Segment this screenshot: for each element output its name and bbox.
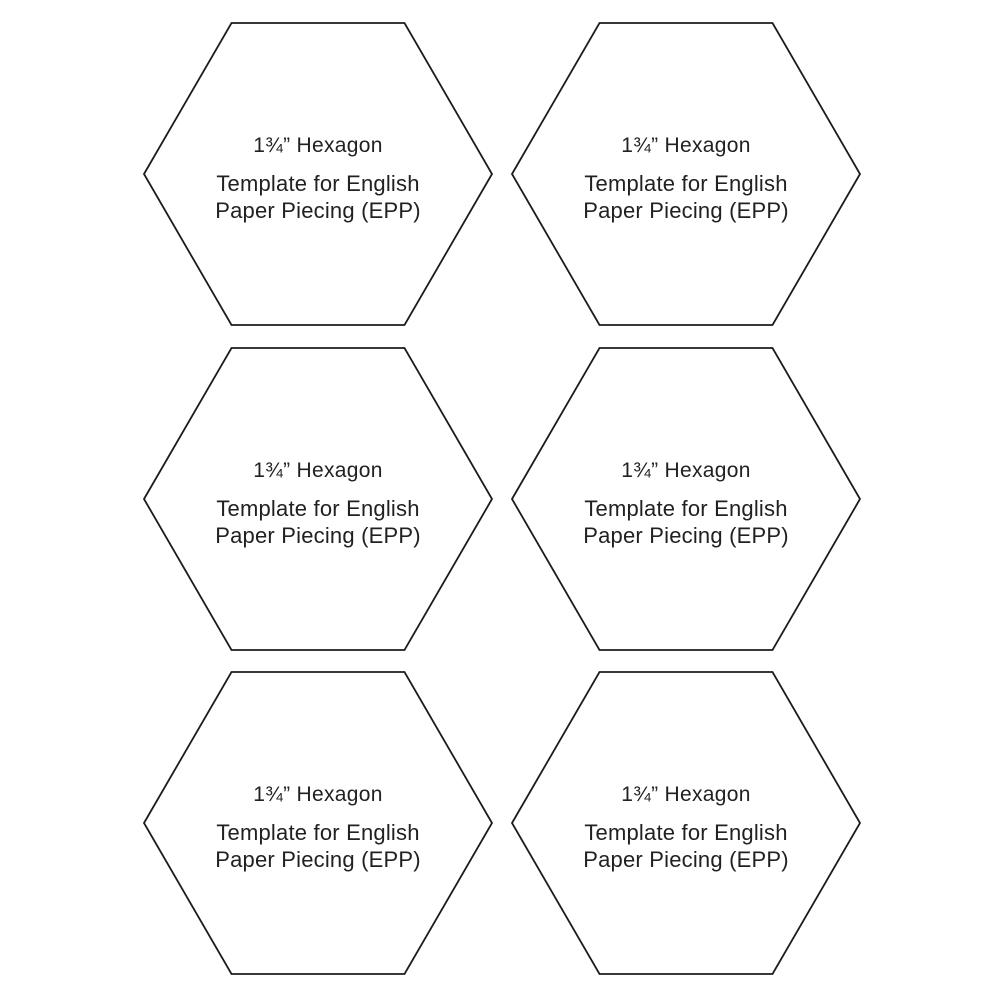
hexagon-label-block: 1¾” Hexagon Template for English Paper P… bbox=[142, 346, 494, 652]
hexagon-outline bbox=[510, 22, 862, 326]
hexagon-shape bbox=[510, 347, 862, 651]
hexagon-size-label: 1¾” Hexagon bbox=[253, 782, 383, 806]
hexagon-label-block: 1¾” Hexagon Template for English Paper P… bbox=[510, 670, 862, 976]
hexagon-size-label: 1¾” Hexagon bbox=[253, 133, 383, 157]
hexagon-outline bbox=[142, 671, 494, 975]
hexagon-description-line1: Template for English bbox=[584, 170, 788, 196]
hexagon-description-line2: Paper Piecing (EPP) bbox=[215, 846, 421, 872]
hexagon-template-3: 1¾” Hexagon Template for English Paper P… bbox=[142, 346, 494, 652]
hexagon-template-6: 1¾” Hexagon Template for English Paper P… bbox=[510, 670, 862, 976]
hexagon-shape bbox=[142, 671, 494, 975]
hexagon-size-label: 1¾” Hexagon bbox=[621, 782, 751, 806]
hexagon-description-line2: Paper Piecing (EPP) bbox=[583, 197, 789, 223]
hexagon-template-4: 1¾” Hexagon Template for English Paper P… bbox=[510, 346, 862, 652]
hexagon-description-line1: Template for English bbox=[584, 495, 788, 521]
hexagon-description-line2: Paper Piecing (EPP) bbox=[583, 846, 789, 872]
hexagon-template-5: 1¾” Hexagon Template for English Paper P… bbox=[142, 670, 494, 976]
hexagon-description-line1: Template for English bbox=[216, 170, 420, 196]
hexagon-outline bbox=[142, 347, 494, 651]
hexagon-outline bbox=[510, 671, 862, 975]
hexagon-label-block: 1¾” Hexagon Template for English Paper P… bbox=[510, 21, 862, 327]
hexagon-size-label: 1¾” Hexagon bbox=[621, 133, 751, 157]
hexagon-description-line1: Template for English bbox=[584, 819, 788, 845]
hexagon-description-line1: Template for English bbox=[216, 819, 420, 845]
hexagon-description-line2: Paper Piecing (EPP) bbox=[215, 522, 421, 548]
hexagon-shape bbox=[510, 22, 862, 326]
hexagon-template-2: 1¾” Hexagon Template for English Paper P… bbox=[510, 21, 862, 327]
hexagon-template-1: 1¾” Hexagon Template for English Paper P… bbox=[142, 21, 494, 327]
hexagon-shape bbox=[142, 22, 494, 326]
hexagon-shape bbox=[510, 671, 862, 975]
hexagon-size-label: 1¾” Hexagon bbox=[253, 458, 383, 482]
hexagon-outline bbox=[142, 22, 494, 326]
hexagon-label-block: 1¾” Hexagon Template for English Paper P… bbox=[142, 21, 494, 327]
hexagon-outline bbox=[510, 347, 862, 651]
hexagon-label-block: 1¾” Hexagon Template for English Paper P… bbox=[142, 670, 494, 976]
hexagon-description-line2: Paper Piecing (EPP) bbox=[215, 197, 421, 223]
hexagon-description-line1: Template for English bbox=[216, 495, 420, 521]
hexagon-description-line2: Paper Piecing (EPP) bbox=[583, 522, 789, 548]
hexagon-label-block: 1¾” Hexagon Template for English Paper P… bbox=[510, 346, 862, 652]
hexagon-shape bbox=[142, 347, 494, 651]
hexagon-size-label: 1¾” Hexagon bbox=[621, 458, 751, 482]
